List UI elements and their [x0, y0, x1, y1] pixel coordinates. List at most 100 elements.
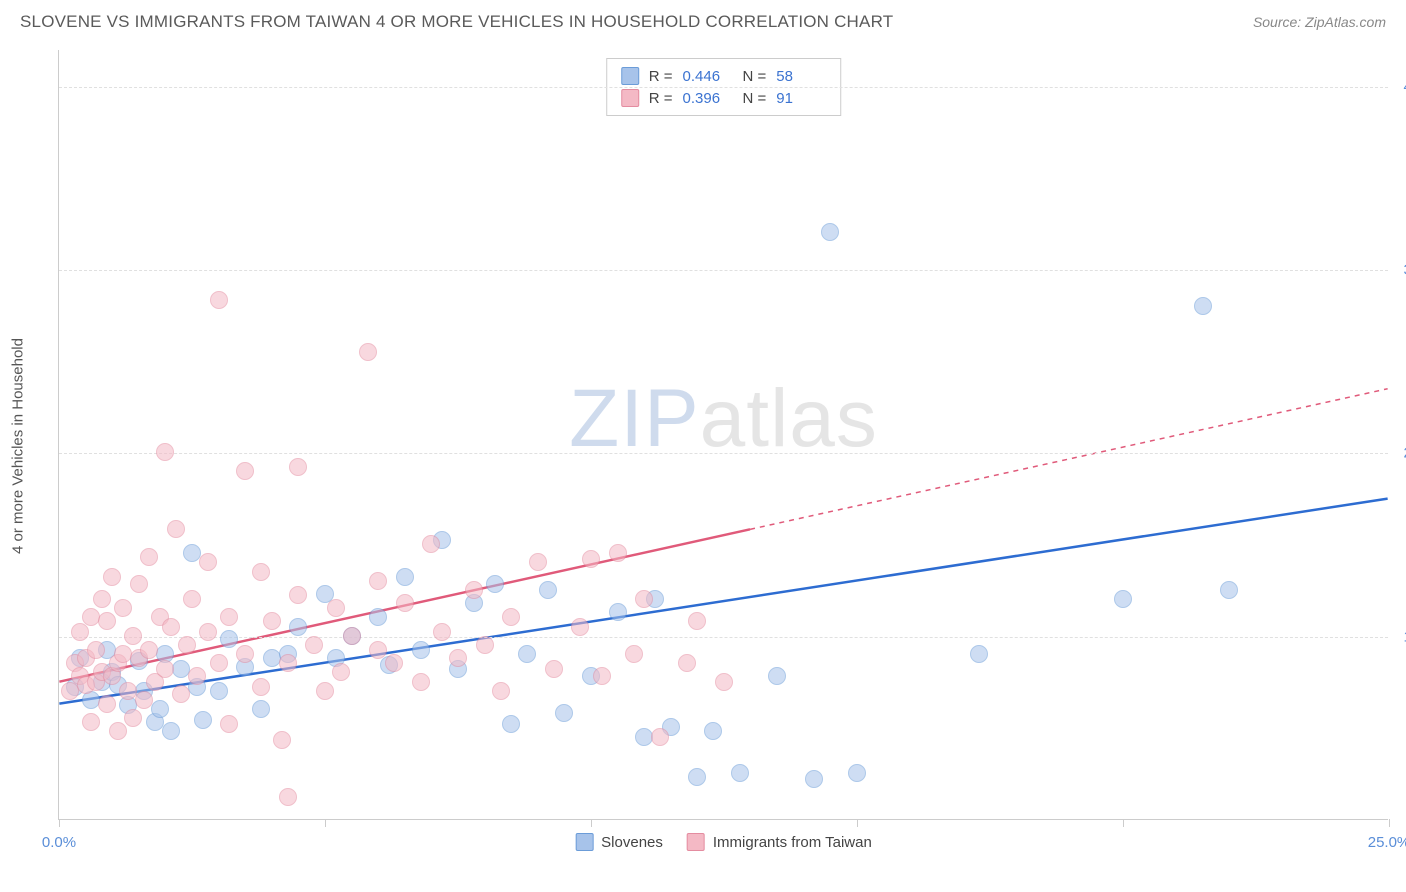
- scatter-point: [449, 649, 467, 667]
- watermark: ZIPatlas: [569, 372, 878, 466]
- scatter-point: [327, 599, 345, 617]
- scatter-point: [124, 709, 142, 727]
- scatter-point: [582, 550, 600, 568]
- scatter-point: [103, 568, 121, 586]
- gridline: [59, 270, 1388, 271]
- x-tick: [1389, 819, 1390, 827]
- scatter-point: [678, 654, 696, 672]
- scatter-point: [502, 608, 520, 626]
- legend-swatch: [621, 89, 639, 107]
- x-tick: [591, 819, 592, 827]
- gridline: [59, 637, 1388, 638]
- scatter-point: [188, 667, 206, 685]
- trend-line-dashed: [750, 389, 1388, 530]
- scatter-point: [98, 695, 116, 713]
- scatter-point: [220, 630, 238, 648]
- legend-label: Immigrants from Taiwan: [713, 834, 872, 851]
- scatter-point: [571, 618, 589, 636]
- scatter-point: [715, 673, 733, 691]
- scatter-point: [114, 645, 132, 663]
- legend-swatch: [621, 67, 639, 85]
- scatter-point: [98, 612, 116, 630]
- scatter-point: [167, 520, 185, 538]
- series-legend: Slovenes Immigrants from Taiwan: [575, 833, 872, 851]
- legend-r-label: R =: [649, 90, 673, 107]
- scatter-point: [369, 608, 387, 626]
- scatter-point: [252, 678, 270, 696]
- scatter-point: [492, 682, 510, 700]
- scatter-point: [210, 654, 228, 672]
- gridline: [59, 87, 1388, 88]
- watermark-zip: ZIP: [569, 373, 700, 464]
- scatter-point: [210, 291, 228, 309]
- scatter-point: [476, 636, 494, 654]
- y-axis-title: 4 or more Vehicles in Household: [10, 338, 27, 554]
- chart-title: SLOVENE VS IMMIGRANTS FROM TAIWAN 4 OR M…: [20, 12, 893, 32]
- scatter-point: [162, 618, 180, 636]
- scatter-point: [731, 764, 749, 782]
- scatter-point: [635, 590, 653, 608]
- scatter-point: [970, 645, 988, 663]
- scatter-point: [396, 568, 414, 586]
- scatter-point: [412, 641, 430, 659]
- scatter-point: [273, 731, 291, 749]
- scatter-point: [151, 700, 169, 718]
- scatter-point: [87, 641, 105, 659]
- scatter-point: [316, 682, 334, 700]
- scatter-point: [279, 788, 297, 806]
- scatter-point: [252, 563, 270, 581]
- scatter-point: [625, 645, 643, 663]
- scatter-point: [545, 660, 563, 678]
- x-tick-label: 25.0%: [1368, 834, 1406, 851]
- scatter-point: [529, 553, 547, 571]
- x-tick: [59, 819, 60, 827]
- scatter-point: [609, 603, 627, 621]
- scatter-point: [82, 713, 100, 731]
- scatter-point: [539, 581, 557, 599]
- legend-label: Slovenes: [601, 834, 663, 851]
- scatter-point: [162, 722, 180, 740]
- scatter-point: [465, 581, 483, 599]
- scatter-point: [1220, 581, 1238, 599]
- x-tick: [857, 819, 858, 827]
- legend-swatch: [687, 833, 705, 851]
- legend-stat-row: R =0.396N =91: [621, 87, 827, 109]
- scatter-point: [369, 641, 387, 659]
- scatter-point: [183, 590, 201, 608]
- scatter-point: [130, 575, 148, 593]
- legend-stat-row: R =0.446N =58: [621, 65, 827, 87]
- scatter-point: [210, 682, 228, 700]
- scatter-point: [486, 575, 504, 593]
- scatter-point: [279, 654, 297, 672]
- scatter-point: [359, 343, 377, 361]
- scatter-point: [396, 594, 414, 612]
- x-tick-label: 0.0%: [42, 834, 76, 851]
- scatter-point: [199, 553, 217, 571]
- scatter-point: [688, 612, 706, 630]
- scatter-point: [704, 722, 722, 740]
- scatter-point: [609, 544, 627, 562]
- scatter-point: [848, 764, 866, 782]
- scatter-point: [688, 768, 706, 786]
- scatter-point: [194, 711, 212, 729]
- scatter-point: [1194, 297, 1212, 315]
- scatter-point: [220, 715, 238, 733]
- scatter-point: [156, 660, 174, 678]
- scatter-point: [433, 623, 451, 641]
- scatter-point: [422, 535, 440, 553]
- legend-item: Slovenes: [575, 833, 663, 851]
- legend-swatch: [575, 833, 593, 851]
- gridline: [59, 453, 1388, 454]
- source-label: Source: ZipAtlas.com: [1253, 14, 1386, 30]
- scatter-point: [289, 458, 307, 476]
- scatter-point: [289, 618, 307, 636]
- scatter-point: [82, 608, 100, 626]
- legend-r-value: 0.446: [683, 68, 733, 85]
- scatter-point: [124, 627, 142, 645]
- scatter-point: [156, 443, 174, 461]
- x-tick: [1123, 819, 1124, 827]
- legend-n-label: N =: [743, 68, 767, 85]
- scatter-point: [768, 667, 786, 685]
- scatter-point: [140, 641, 158, 659]
- legend-item: Immigrants from Taiwan: [687, 833, 872, 851]
